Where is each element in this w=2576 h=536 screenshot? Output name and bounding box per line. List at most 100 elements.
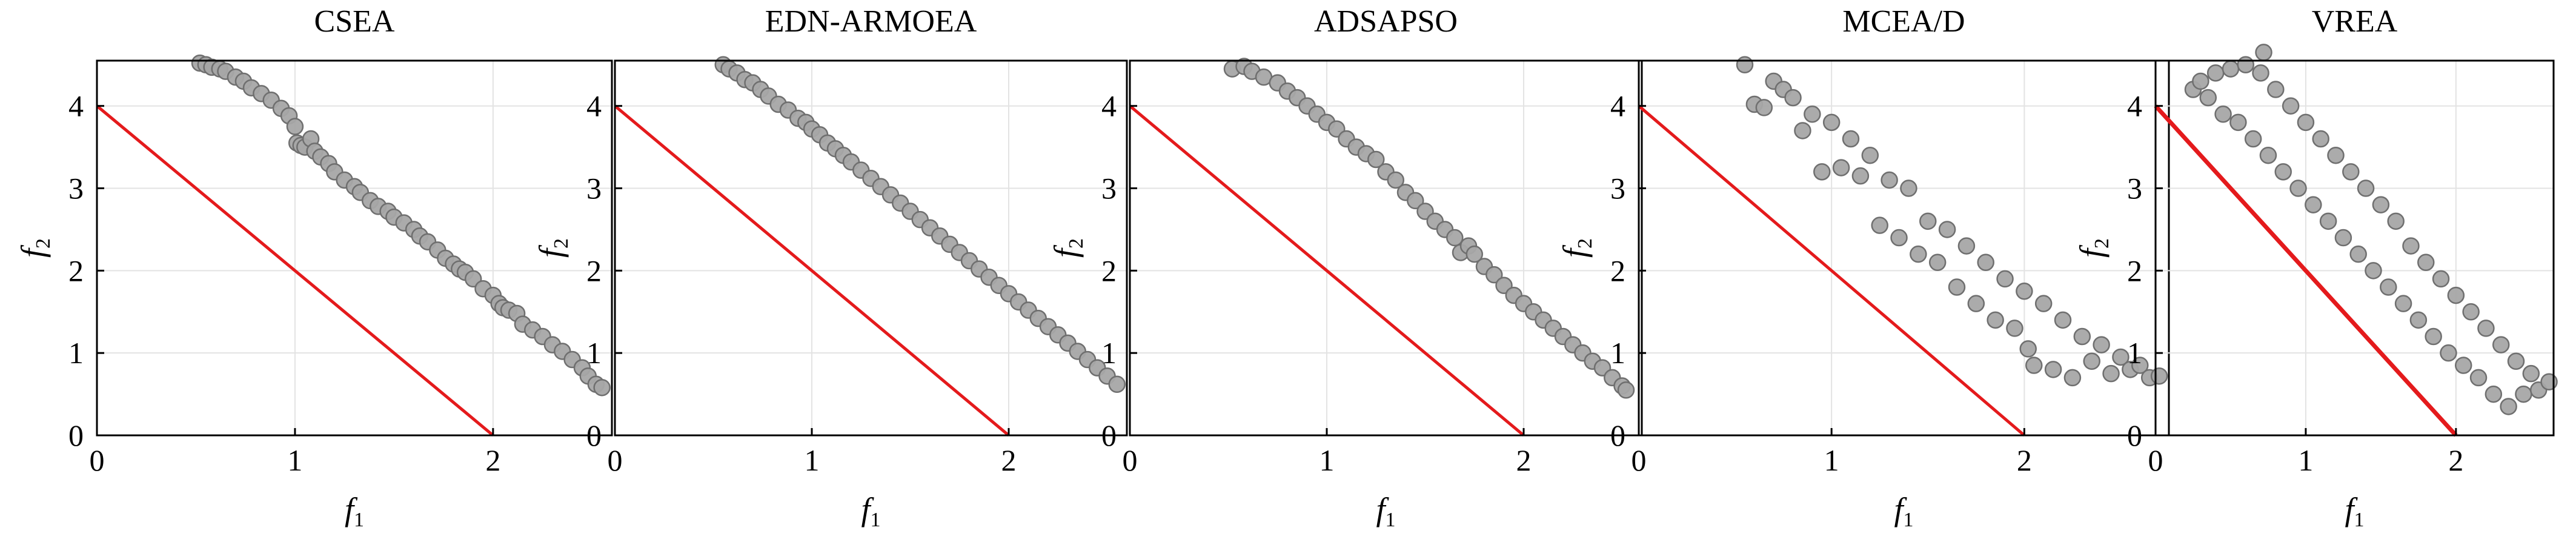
data-point <box>1813 163 1831 181</box>
x-tick-label: 1 <box>1824 443 1839 477</box>
data-point <box>2019 340 2037 358</box>
data-point <box>2469 369 2488 387</box>
axes-frame <box>1638 59 2170 437</box>
x-tick-label: 0 <box>1123 443 1138 477</box>
chart-panel: 0 1 2 0 1 2 3 4 CSEA f1 f2 <box>15 4 613 531</box>
data-point <box>1861 146 1879 164</box>
axes-frame <box>2154 59 2555 437</box>
y-tick-label: 0 <box>1101 418 1117 452</box>
y-axis-label-sub: 2 <box>550 238 573 249</box>
chart-panel: 0 1 2 0 1 2 3 4 EDN-ARMOEA f1 f2 <box>533 4 1128 531</box>
y-tick-label: 1 <box>68 336 84 370</box>
data-point <box>2349 245 2367 263</box>
data-point <box>2063 369 2082 387</box>
data-point <box>2222 60 2240 78</box>
y-tick-label: 4 <box>1101 89 1117 123</box>
chart-title: ADSAPSO <box>1314 4 1458 39</box>
x-tick-label: 1 <box>805 443 820 477</box>
data-point <box>1938 221 1956 238</box>
data-point <box>2199 89 2217 107</box>
data-point <box>1367 150 1385 169</box>
x-axis-label-sub: 1 <box>1904 509 1914 531</box>
data-point <box>2102 364 2120 383</box>
x-tick-label: 2 <box>485 443 500 477</box>
data-point <box>2409 311 2428 329</box>
x-tick-label: 2 <box>1516 443 1532 477</box>
data-point <box>2259 146 2277 164</box>
x-tick-label: 0 <box>1632 443 1647 477</box>
data-point <box>2454 357 2472 374</box>
data-point <box>2025 357 2043 374</box>
x-tick-label: 1 <box>1320 443 1335 477</box>
data-point <box>2365 262 2382 280</box>
pareto-front-line <box>2154 104 2458 437</box>
data-point <box>2380 278 2397 296</box>
data-point <box>2083 352 2100 370</box>
data-point <box>2289 179 2307 197</box>
data-point <box>286 118 304 135</box>
pareto-front-line <box>614 104 1010 437</box>
x-axis-label-sub: 1 <box>354 509 364 531</box>
data-point <box>1617 381 1635 399</box>
data-point <box>1957 237 1976 255</box>
data-point <box>2206 64 2225 82</box>
data-point <box>2447 286 2465 304</box>
data-point <box>1851 167 1870 185</box>
data-point <box>1784 89 1802 107</box>
y-tick-label: 0 <box>1610 418 1625 452</box>
data-point <box>2357 179 2375 197</box>
x-tick-label: 0 <box>2148 443 2163 477</box>
data-point <box>2540 373 2558 390</box>
y-tick-label: 3 <box>2127 172 2142 206</box>
data-point <box>2297 113 2315 132</box>
data-point <box>2312 130 2329 148</box>
y-tick-label: 1 <box>1610 336 1625 370</box>
x-tick-label: 2 <box>1001 443 1017 477</box>
chart-panel: 0 1 2 0 1 2 3 4 ADSAPSO f1 f2 <box>1047 4 1643 531</box>
data-point <box>2229 113 2247 132</box>
data-point <box>2500 398 2517 415</box>
x-tick-label: 1 <box>2298 443 2313 477</box>
y-tick-label: 2 <box>1101 253 1117 287</box>
chart-title: VREA <box>2312 4 2398 39</box>
data-point <box>2477 320 2495 337</box>
data-point <box>2462 303 2480 321</box>
axes-frame <box>1129 59 1643 437</box>
data-point <box>2342 163 2360 181</box>
y-tick-label: 2 <box>586 253 602 287</box>
data-point <box>1871 216 1888 234</box>
y-tick-label: 4 <box>586 89 602 123</box>
data-point <box>2237 56 2255 74</box>
pareto-front-line <box>1638 104 2025 437</box>
y-tick-label: 3 <box>586 172 602 206</box>
data-point <box>2334 229 2352 247</box>
data-point <box>1822 113 1841 132</box>
y-axis-label: f2 <box>533 238 573 258</box>
x-axis-label: f1 <box>1376 491 1395 531</box>
data-point <box>2327 146 2345 164</box>
data-point <box>2044 361 2062 378</box>
data-point <box>2112 348 2130 366</box>
data-point <box>2402 237 2420 255</box>
data-point <box>1446 229 1464 247</box>
data-point <box>2244 130 2262 148</box>
y-tick-label: 2 <box>1610 253 1625 287</box>
data-point <box>2319 212 2337 230</box>
data-point <box>2252 64 2269 82</box>
x-tick-label: 2 <box>2448 443 2463 477</box>
data-point <box>2394 295 2412 312</box>
data-point <box>1996 270 2014 288</box>
y-tick-label: 1 <box>1101 336 1117 370</box>
data-point <box>1967 295 1985 312</box>
y-axis-label: f2 <box>1047 238 1087 258</box>
y-axis-label-sub: 2 <box>32 238 55 249</box>
data-point <box>1755 99 1773 116</box>
data-point <box>1977 253 1994 272</box>
x-axis-label: f1 <box>2345 491 2364 531</box>
data-point <box>1387 171 1404 189</box>
data-point <box>2093 336 2110 353</box>
x-axis-label: f1 <box>1894 491 1913 531</box>
y-tick-label: 2 <box>68 253 84 287</box>
data-point <box>1466 245 1483 263</box>
chart-title: CSEA <box>314 4 395 39</box>
